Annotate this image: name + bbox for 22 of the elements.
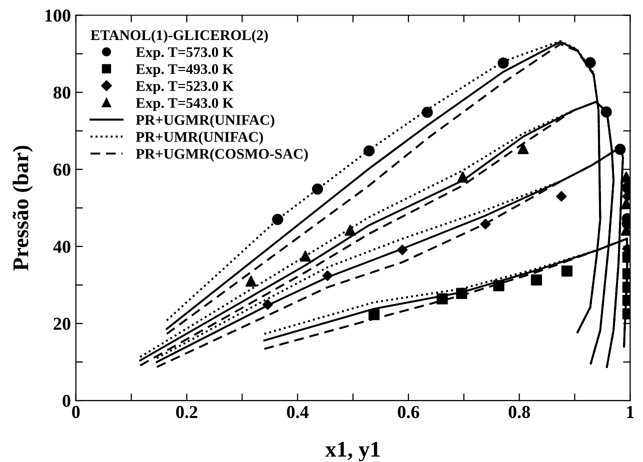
x-tick-label: 0.8 bbox=[508, 406, 530, 418]
y-tick-label: 100 bbox=[45, 10, 70, 22]
x-tick-label: 0 bbox=[72, 406, 80, 418]
x-tick-label: 0.6 bbox=[398, 406, 420, 418]
y-axis-title: Pressão (bar) bbox=[12, 146, 33, 271]
legend-label: PR+UGMR(UNIFAC) bbox=[136, 114, 274, 128]
y-tick-label: 40 bbox=[53, 240, 70, 253]
y-tick-label: 0 bbox=[62, 394, 70, 407]
x-tick-label: 0.2 bbox=[176, 406, 198, 418]
x-tick-label: 0.4 bbox=[286, 406, 309, 418]
x-axis-title: x1, y1 bbox=[325, 442, 380, 462]
y-tick-label: 20 bbox=[54, 318, 70, 330]
legend-label: Exp. T=523.0 K bbox=[136, 81, 234, 94]
legend-label: PR+UMR(UNIFAC) bbox=[136, 132, 263, 145]
legend-label: Exp. T=493.0 K bbox=[136, 64, 234, 77]
y-tick-label: 60 bbox=[54, 164, 70, 176]
legend-label: Exp. T=573.0 K bbox=[136, 47, 234, 60]
legend-label: PR+UGMR(COSMO-SAC) bbox=[136, 148, 308, 162]
legend-label: Exp. T=543.0 K bbox=[136, 98, 234, 111]
x-tick-label: 1 bbox=[627, 406, 634, 418]
legend-title: ETANOL(1)-GLICEROL(2) bbox=[90, 30, 268, 44]
y-tick-label: 80 bbox=[54, 86, 70, 99]
